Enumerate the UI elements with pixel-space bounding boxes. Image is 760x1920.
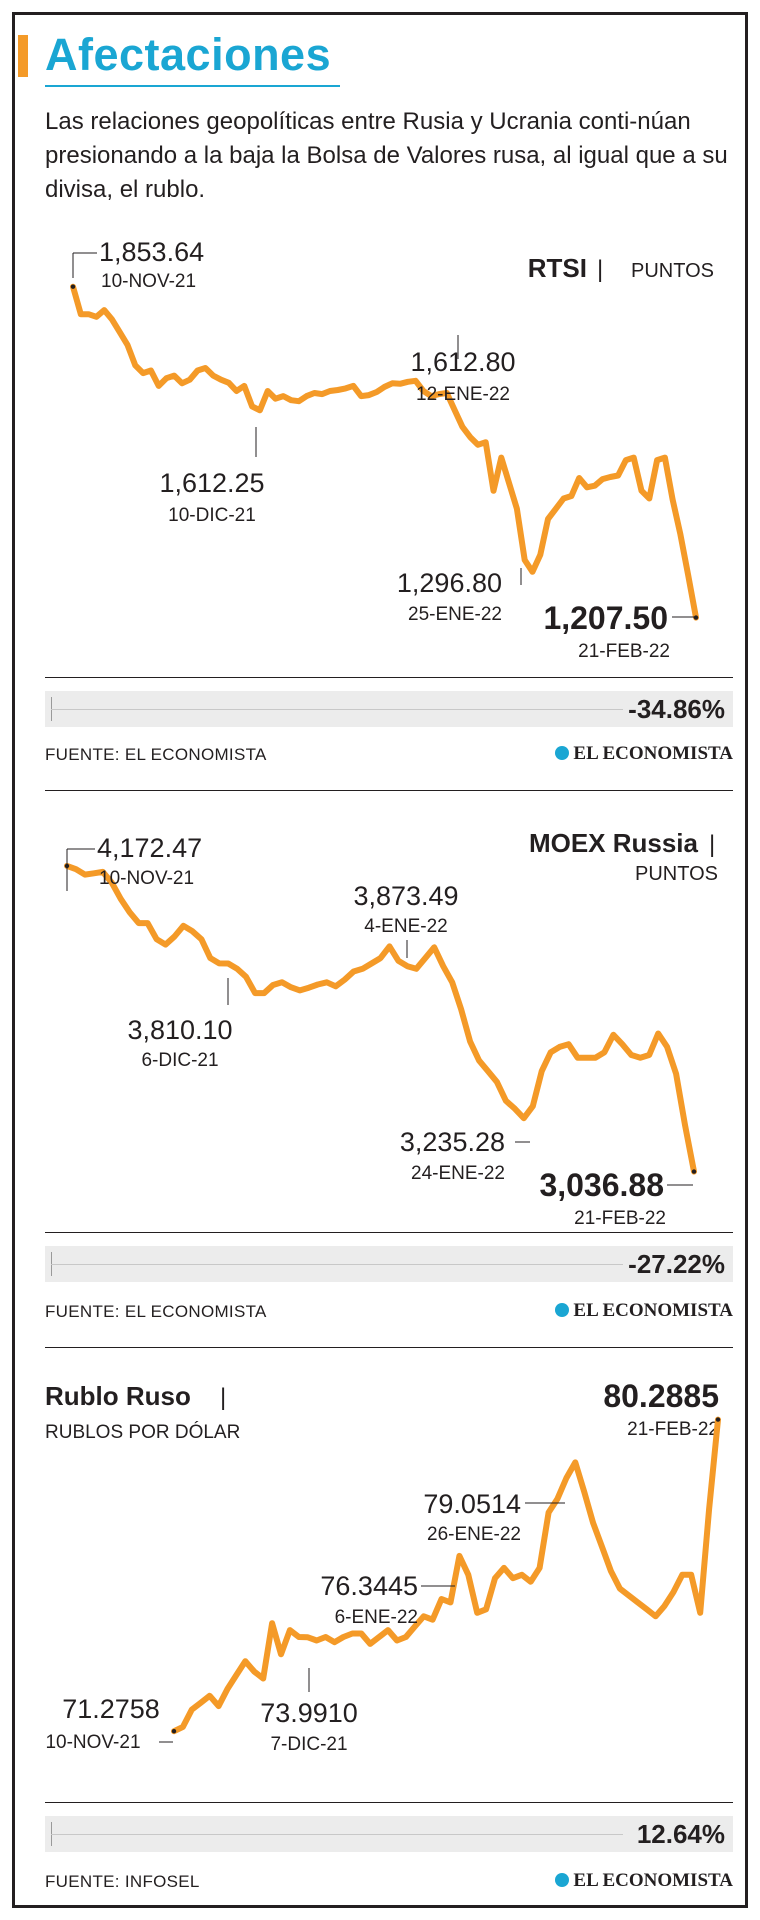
moex-bottom-rule: [45, 1347, 733, 1348]
ruble-series-line: [171, 1416, 721, 1735]
ruble-change-value: 12.64%: [636, 1819, 725, 1849]
moex-annot-jan-date: 4-ENE-22: [364, 916, 447, 937]
ruble-title-separator: |: [220, 1384, 226, 1411]
rtsi-points: [70, 284, 699, 620]
rtsi-annot-low-date: 25-ENE-22: [408, 604, 502, 625]
ruble-panel: Rublo Ruso | RUBLOS POR DÓLAR 80.2885 21…: [15, 1365, 745, 1905]
rtsi-annot-max-value: 1,853.64: [99, 237, 204, 267]
ruble-annot-last-date: 21-FEB-22: [627, 1419, 719, 1440]
ruble-chart-title: Rublo Ruso: [45, 1381, 191, 1411]
moex-source: FUENTE: EL ECONOMISTA: [45, 1302, 267, 1321]
rtsi-series-line: [70, 283, 699, 621]
rtsi-title-separator: |: [597, 256, 603, 283]
moex-change-band: -27.22%: [45, 1246, 733, 1282]
moex-annot-last-value: 3,036.88: [539, 1167, 664, 1203]
ruble-annot-start-value: 71.2758: [62, 1694, 160, 1724]
moex-points: [64, 863, 697, 1174]
ruble-annot-dec-date: 7-DIC-21: [270, 1734, 347, 1755]
rtsi-annot-last-date: 21-FEB-22: [578, 641, 670, 662]
data-point: [70, 284, 76, 289]
rtsi-change-band: -34.86%: [45, 691, 733, 727]
rtsi-annot-dec-value: 1,612.25: [159, 468, 264, 498]
ruble-annot-peak-value: 79.0514: [423, 1489, 521, 1519]
moex-chart: MOEX Russia | PUNTOS 4,172.47 10-NOV-21 …: [64, 828, 718, 1229]
moex-unit-label: PUNTOS: [635, 863, 718, 885]
rtsi-divider: [45, 677, 733, 678]
ruble-brand-text: EL ECONOMISTA: [573, 1870, 733, 1891]
ruble-annot-jan-date: 6-ENE-22: [335, 1607, 418, 1628]
infographic-frame: Afectaciones Las relaciones geopolíticas…: [12, 12, 748, 1908]
moex-change-value: -27.22%: [628, 1249, 725, 1279]
rtsi-bottom-rule: [45, 790, 733, 791]
ruble-annot-start-date: 10-NOV-21: [45, 1732, 140, 1753]
rtsi-annot-jan-date: 12-ENE-22: [416, 384, 510, 405]
moex-annot-max-date: 10-NOV-21: [99, 868, 194, 889]
brand-logo-icon: [555, 1303, 570, 1317]
rtsi-annot-last-value: 1,207.50: [543, 600, 668, 636]
moex-annot-max-value: 4,172.47: [97, 833, 202, 863]
rtsi-annot-dec-date: 10-DIC-21: [168, 505, 256, 526]
ruble-annot-dec-value: 73.9910: [260, 1698, 358, 1728]
moex-chart-title: MOEX Russia: [529, 828, 699, 858]
moex-annot-low-date: 24-ENE-22: [411, 1163, 505, 1184]
rtsi-annot-jan-value: 1,612.80: [410, 347, 515, 377]
ruble-chart: Rublo Ruso | RUBLOS POR DÓLAR 80.2885 21…: [45, 1378, 721, 1755]
data-point: [693, 615, 699, 620]
ruble-annot-peak-date: 26-ENE-22: [427, 1524, 521, 1545]
ruble-annot-jan-value: 76.3445: [320, 1571, 418, 1601]
moex-panel: MOEX Russia | PUNTOS 4,172.47 10-NOV-21 …: [15, 805, 745, 1365]
moex-band-line: [51, 1264, 623, 1265]
ruble-unit-label: RUBLOS POR DÓLAR: [45, 1421, 240, 1443]
accent-bar: [18, 35, 28, 77]
moex-annot-dec-date: 6-DIC-21: [141, 1050, 218, 1071]
rtsi-annot-low-value: 1,296.80: [397, 568, 502, 598]
ruble-points: [171, 1417, 721, 1734]
data-point: [691, 1169, 697, 1174]
ruble-brand: EL ECONOMISTA: [555, 1870, 733, 1892]
rtsi-chart: RTSI | PUNTOS 1,853.64 10-NOV-21 1,612.8…: [70, 237, 714, 662]
ruble-change-band: 12.64%: [45, 1816, 733, 1852]
ruble-band-line: [51, 1834, 623, 1835]
moex-brand: EL ECONOMISTA: [555, 1300, 733, 1322]
ruble-annot-last-value: 80.2885: [603, 1378, 719, 1414]
moex-title-separator: |: [709, 831, 715, 858]
data-point: [171, 1729, 177, 1734]
ruble-divider: [45, 1802, 733, 1803]
moex-annot-last-date: 21-FEB-22: [574, 1208, 666, 1229]
moex-annot-jan-value: 3,873.49: [353, 881, 458, 911]
rtsi-panel: RTSI | PUNTOS 1,853.64 10-NOV-21 1,612.8…: [15, 235, 745, 795]
rtsi-annot-max-date: 10-NOV-21: [101, 271, 196, 292]
moex-divider: [45, 1232, 733, 1233]
rtsi-source: FUENTE: EL ECONOMISTA: [45, 745, 267, 764]
page-title: Afectaciones: [45, 29, 332, 80]
page-subtitle: Las relaciones geopolíticas entre Rusia …: [45, 108, 728, 203]
brand-logo-icon: [555, 746, 570, 760]
rtsi-change-value: -34.86%: [628, 694, 725, 724]
title-underline: [45, 85, 340, 87]
rtsi-brand: EL ECONOMISTA: [555, 743, 733, 765]
rtsi-band-line: [51, 709, 623, 710]
moex-brand-text: EL ECONOMISTA: [573, 1300, 733, 1321]
data-point: [715, 1417, 721, 1422]
rtsi-unit-label: PUNTOS: [631, 260, 714, 282]
rtsi-chart-title: RTSI: [528, 253, 587, 283]
ruble-source: FUENTE: INFOSEL: [45, 1872, 200, 1891]
moex-annot-low-value: 3,235.28: [400, 1127, 505, 1157]
rtsi-brand-text: EL ECONOMISTA: [573, 743, 733, 764]
brand-logo-icon: [555, 1873, 570, 1887]
moex-annot-dec-value: 3,810.10: [127, 1015, 232, 1045]
